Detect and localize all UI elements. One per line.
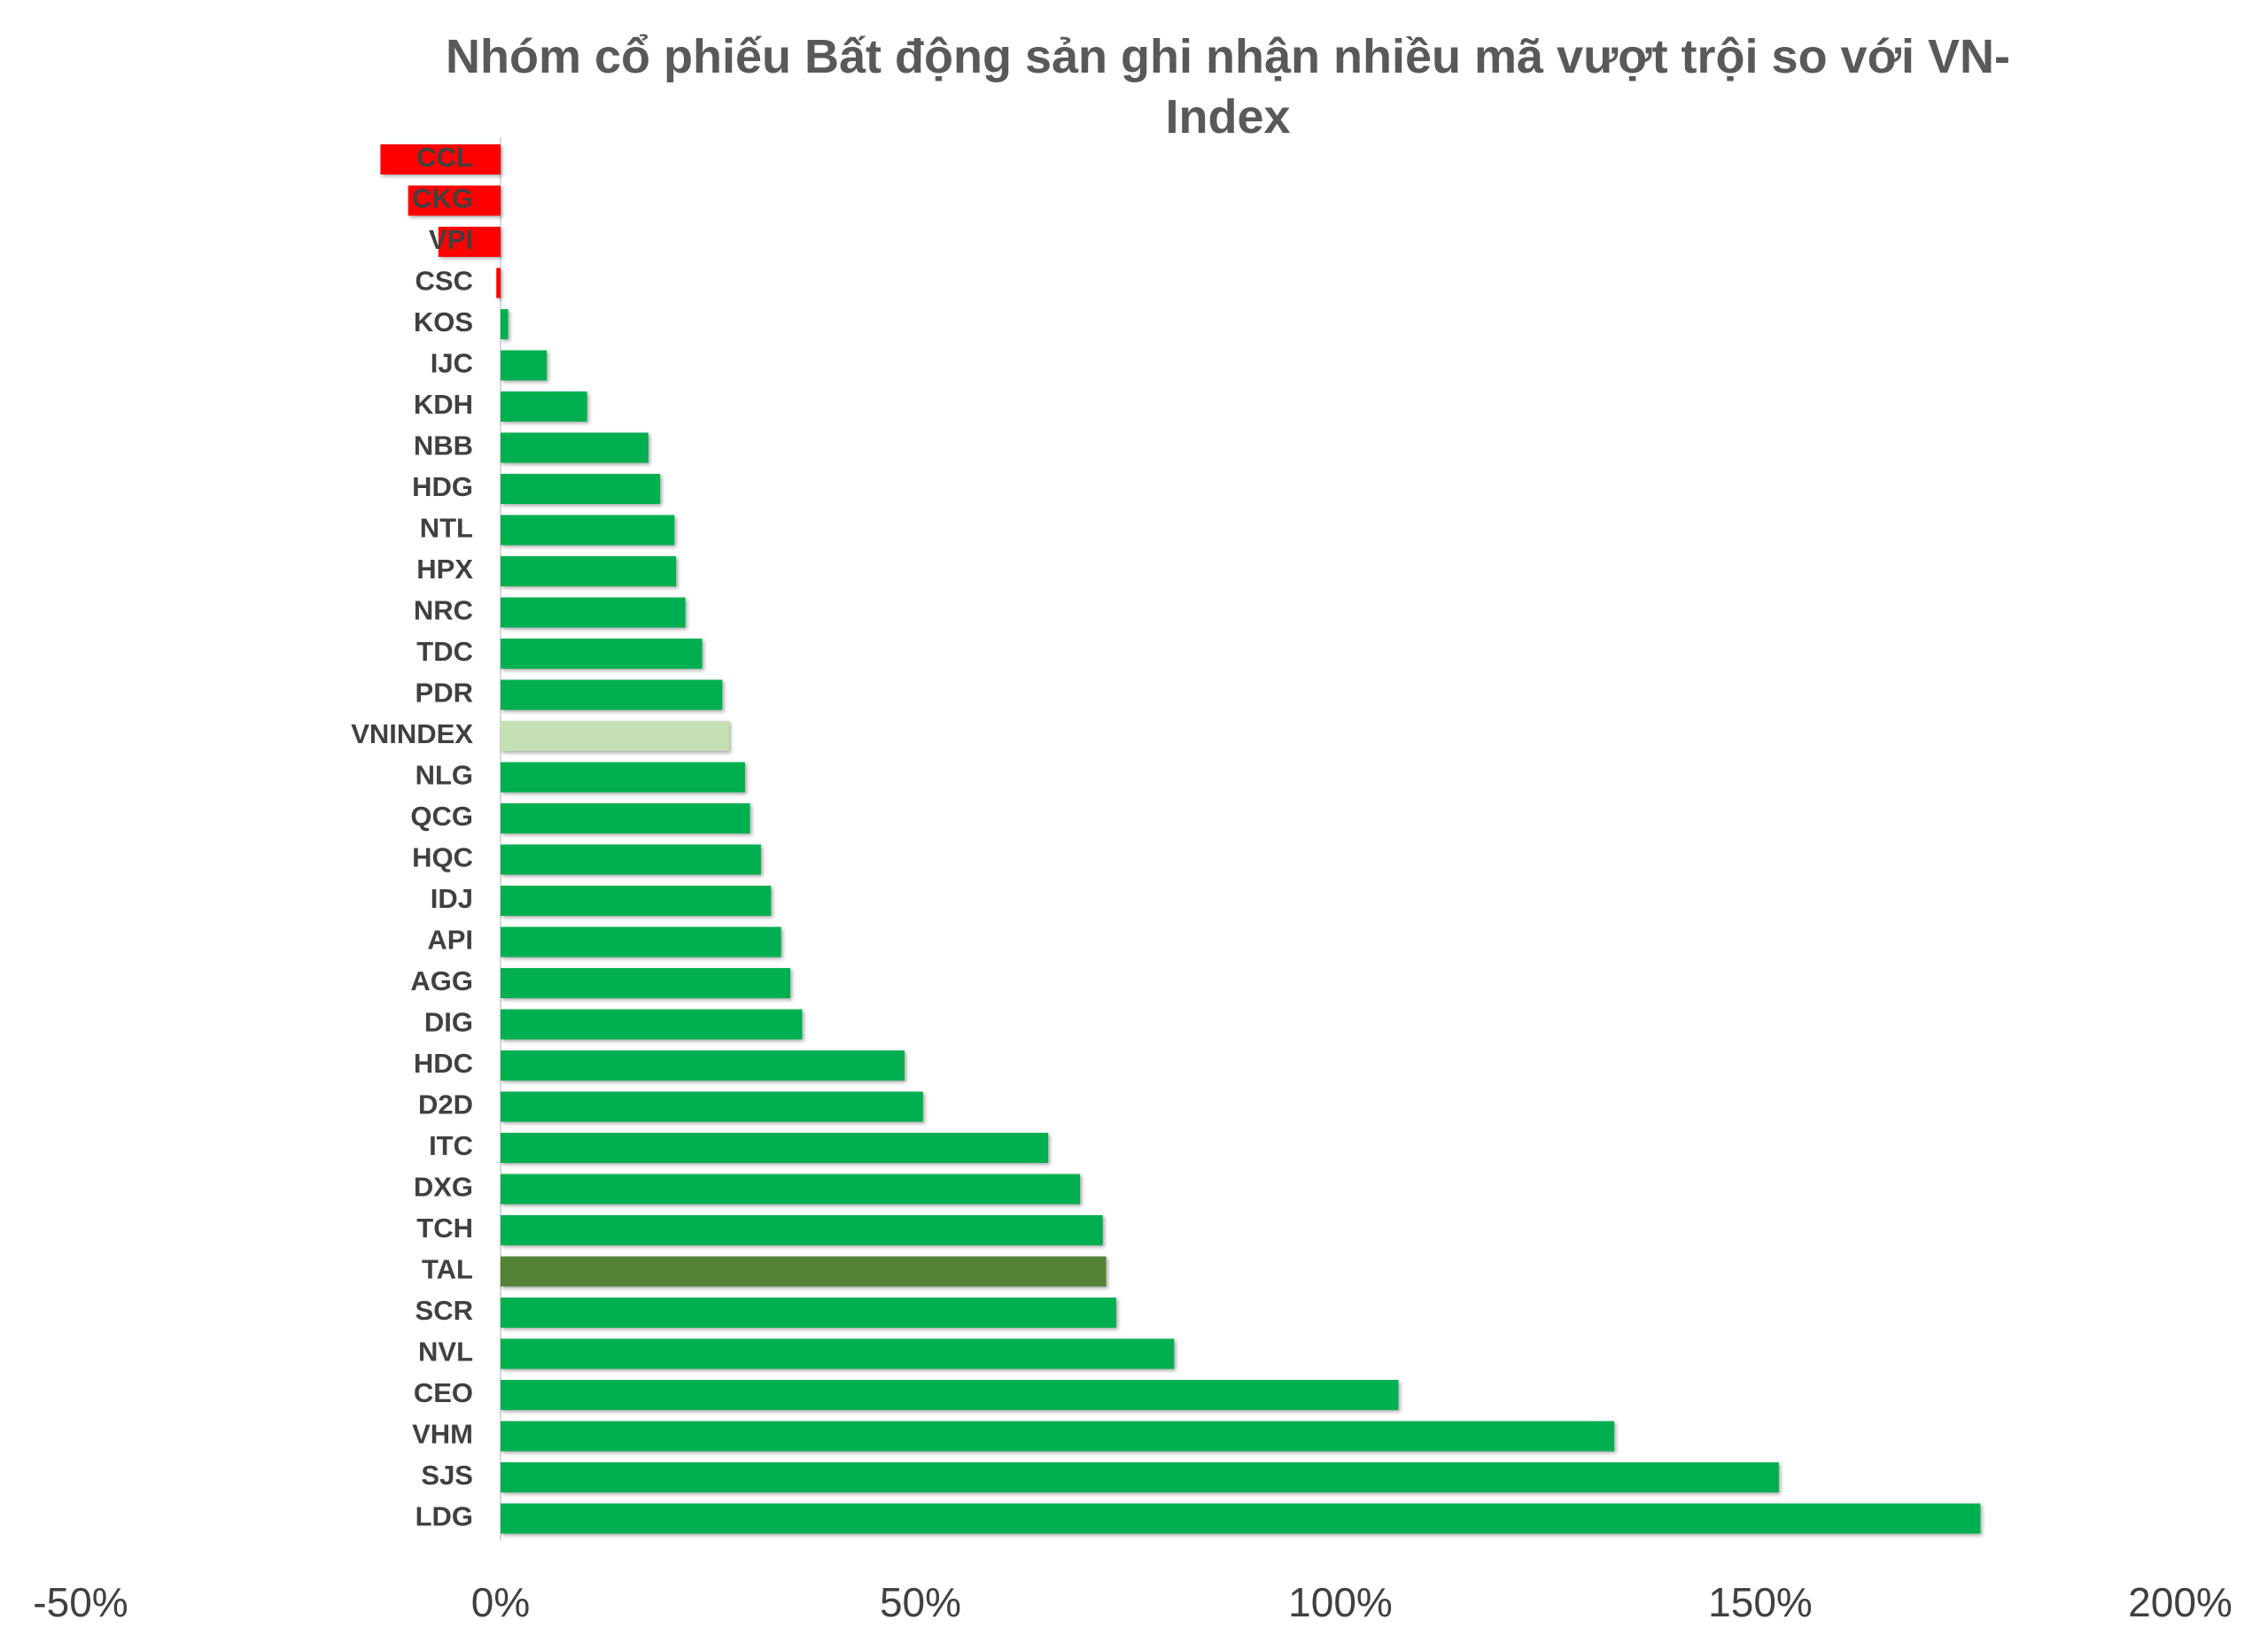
y-tick-label: IJC (431, 348, 473, 379)
bar (501, 515, 675, 546)
bar (501, 968, 791, 998)
y-tick-label: IDJ (431, 883, 473, 914)
bar (501, 1503, 1981, 1534)
x-tick-label: 0% (471, 1579, 530, 1625)
y-tick-label: NBB (414, 430, 473, 461)
bar (501, 1462, 1779, 1492)
bar (501, 1133, 1049, 1163)
bar (501, 1215, 1103, 1245)
bar (501, 1380, 1399, 1410)
y-tick-label: HDG (412, 471, 473, 502)
bar (438, 227, 501, 257)
y-tick-label: TAL (422, 1254, 473, 1285)
y-tick-label: QCG (410, 801, 473, 832)
bar (501, 391, 587, 422)
bar (501, 1091, 923, 1122)
x-tick-label: 200% (2128, 1579, 2233, 1625)
y-tick-label: NRC (414, 595, 473, 626)
bar (408, 185, 501, 216)
bar (501, 679, 723, 710)
x-tick-label: 50% (880, 1579, 961, 1625)
y-tick-label: TDC (416, 636, 473, 667)
bar (501, 1421, 1615, 1452)
y-tick-label: VNINDEX (351, 718, 473, 749)
y-tick-label: LDG (416, 1501, 473, 1532)
bar (501, 1298, 1116, 1328)
y-tick-label: CCL (416, 142, 473, 173)
bar (501, 886, 772, 916)
y-tick-label: NVL (418, 1337, 473, 1368)
chart-title: Nhóm cổ phiếu Bất động sản ghi nhận nhiề… (446, 30, 2010, 143)
y-tick-label: NLG (416, 760, 473, 791)
x-tick-label: -50% (33, 1579, 128, 1625)
y-tick-label: HQC (412, 842, 473, 873)
y-tick-label: API (427, 925, 473, 956)
bar (501, 1256, 1107, 1287)
bar (501, 1050, 905, 1081)
y-tick-label: VHM (412, 1419, 473, 1450)
bar (380, 144, 501, 174)
bar (501, 309, 509, 339)
bar (501, 926, 781, 957)
y-tick-label: NTL (420, 513, 473, 544)
y-tick-label: VPI (429, 224, 473, 255)
bar (501, 474, 661, 504)
y-tick-label: PDR (416, 678, 473, 709)
x-tick-label: 100% (1288, 1579, 1393, 1625)
bar (501, 350, 548, 381)
y-tick-label: D2D (418, 1089, 473, 1120)
y-tick-label: DIG (424, 1007, 473, 1038)
y-tick-label: HDC (414, 1048, 473, 1079)
bar (501, 721, 729, 751)
y-tick-label: CEO (414, 1377, 473, 1408)
y-tick-label: SJS (421, 1460, 473, 1491)
bar (501, 1009, 803, 1040)
bar (501, 1338, 1175, 1369)
bar (501, 762, 745, 793)
y-tick-label: HPX (416, 554, 473, 585)
bar (501, 432, 649, 463)
y-tick-label: KDH (414, 389, 473, 420)
y-tick-label: DXG (414, 1172, 473, 1203)
bar (501, 597, 686, 628)
bar (496, 267, 501, 298)
y-tick-label: KOS (414, 306, 473, 337)
y-tick-label: CKG (412, 183, 473, 214)
bar (501, 803, 750, 833)
y-tick-label: SCR (416, 1295, 473, 1326)
y-tick-label: TCH (416, 1213, 473, 1244)
bar (501, 844, 761, 875)
bar (501, 1174, 1081, 1205)
bar (501, 556, 677, 586)
y-tick-label: ITC (429, 1130, 473, 1161)
y-tick-label: CSC (416, 266, 473, 297)
y-tick-label: AGG (410, 965, 473, 996)
x-tick-label: 150% (1708, 1579, 1813, 1625)
bar (501, 639, 703, 669)
